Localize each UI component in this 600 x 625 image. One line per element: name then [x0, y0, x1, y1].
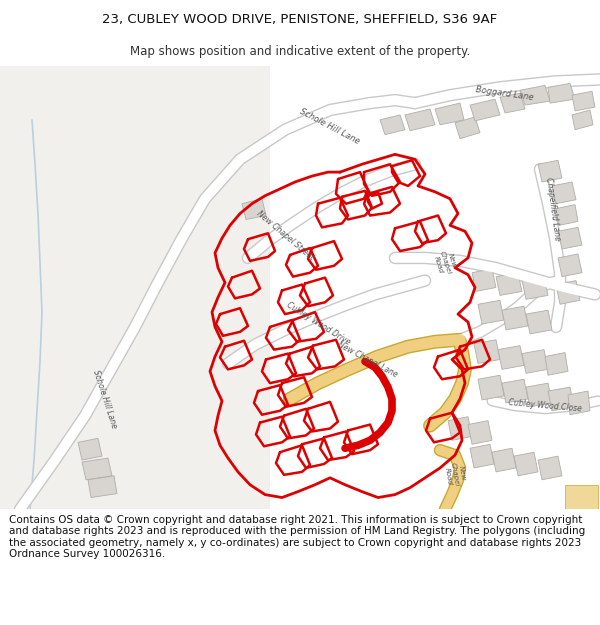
- Text: New Chapel Street: New Chapel Street: [254, 209, 316, 262]
- Polygon shape: [568, 391, 590, 415]
- Polygon shape: [526, 310, 552, 334]
- Polygon shape: [435, 103, 464, 125]
- Polygon shape: [455, 117, 480, 139]
- Polygon shape: [545, 352, 568, 375]
- Polygon shape: [478, 301, 504, 324]
- Polygon shape: [478, 375, 504, 400]
- Polygon shape: [514, 452, 538, 476]
- Polygon shape: [88, 476, 117, 498]
- Polygon shape: [522, 277, 548, 299]
- Text: New Chapel Lane: New Chapel Lane: [337, 340, 400, 379]
- Text: Contains OS data © Crown copyright and database right 2021. This information is : Contains OS data © Crown copyright and d…: [9, 515, 585, 559]
- Polygon shape: [548, 83, 575, 103]
- Polygon shape: [498, 346, 524, 369]
- Text: New
Chapel
Road: New Chapel Road: [432, 248, 458, 278]
- Text: Cubley Wood Close: Cubley Wood Close: [508, 398, 582, 414]
- Polygon shape: [502, 306, 528, 330]
- Polygon shape: [558, 254, 582, 277]
- Text: Cubley Wood Drive: Cubley Wood Drive: [284, 301, 352, 348]
- Polygon shape: [78, 438, 102, 460]
- Polygon shape: [492, 448, 516, 472]
- Polygon shape: [496, 272, 522, 296]
- Text: Map shows position and indicative extent of the property.: Map shows position and indicative extent…: [130, 45, 470, 58]
- Polygon shape: [522, 349, 548, 373]
- Polygon shape: [558, 228, 582, 249]
- Polygon shape: [474, 340, 500, 363]
- Text: 23, CUBLEY WOOD DRIVE, PENISTONE, SHEFFIELD, S36 9AF: 23, CUBLEY WOOD DRIVE, PENISTONE, SHEFFI…: [103, 13, 497, 26]
- Polygon shape: [242, 199, 266, 219]
- Polygon shape: [470, 444, 494, 468]
- Polygon shape: [502, 379, 528, 403]
- Polygon shape: [472, 269, 496, 291]
- Polygon shape: [556, 281, 580, 304]
- Polygon shape: [552, 182, 576, 204]
- Text: Chapelfield Lane: Chapelfield Lane: [544, 176, 562, 241]
- Polygon shape: [468, 421, 492, 444]
- Polygon shape: [82, 458, 112, 480]
- Polygon shape: [500, 93, 525, 113]
- Polygon shape: [538, 160, 562, 182]
- Polygon shape: [405, 109, 435, 131]
- Polygon shape: [526, 383, 552, 407]
- Polygon shape: [520, 86, 550, 105]
- Text: Schole Hill Lane: Schole Hill Lane: [91, 369, 119, 429]
- Text: Boggard Lane: Boggard Lane: [475, 85, 535, 102]
- Polygon shape: [556, 204, 578, 226]
- Polygon shape: [0, 66, 270, 509]
- Polygon shape: [538, 456, 562, 480]
- Polygon shape: [470, 99, 500, 121]
- Polygon shape: [548, 387, 574, 411]
- Text: New
Chapel
Road: New Chapel Road: [443, 461, 467, 489]
- Polygon shape: [380, 115, 405, 134]
- Text: Schole Hill Lane: Schole Hill Lane: [298, 107, 362, 146]
- Polygon shape: [572, 110, 593, 130]
- Polygon shape: [572, 91, 595, 111]
- Polygon shape: [565, 485, 598, 509]
- Polygon shape: [448, 417, 472, 441]
